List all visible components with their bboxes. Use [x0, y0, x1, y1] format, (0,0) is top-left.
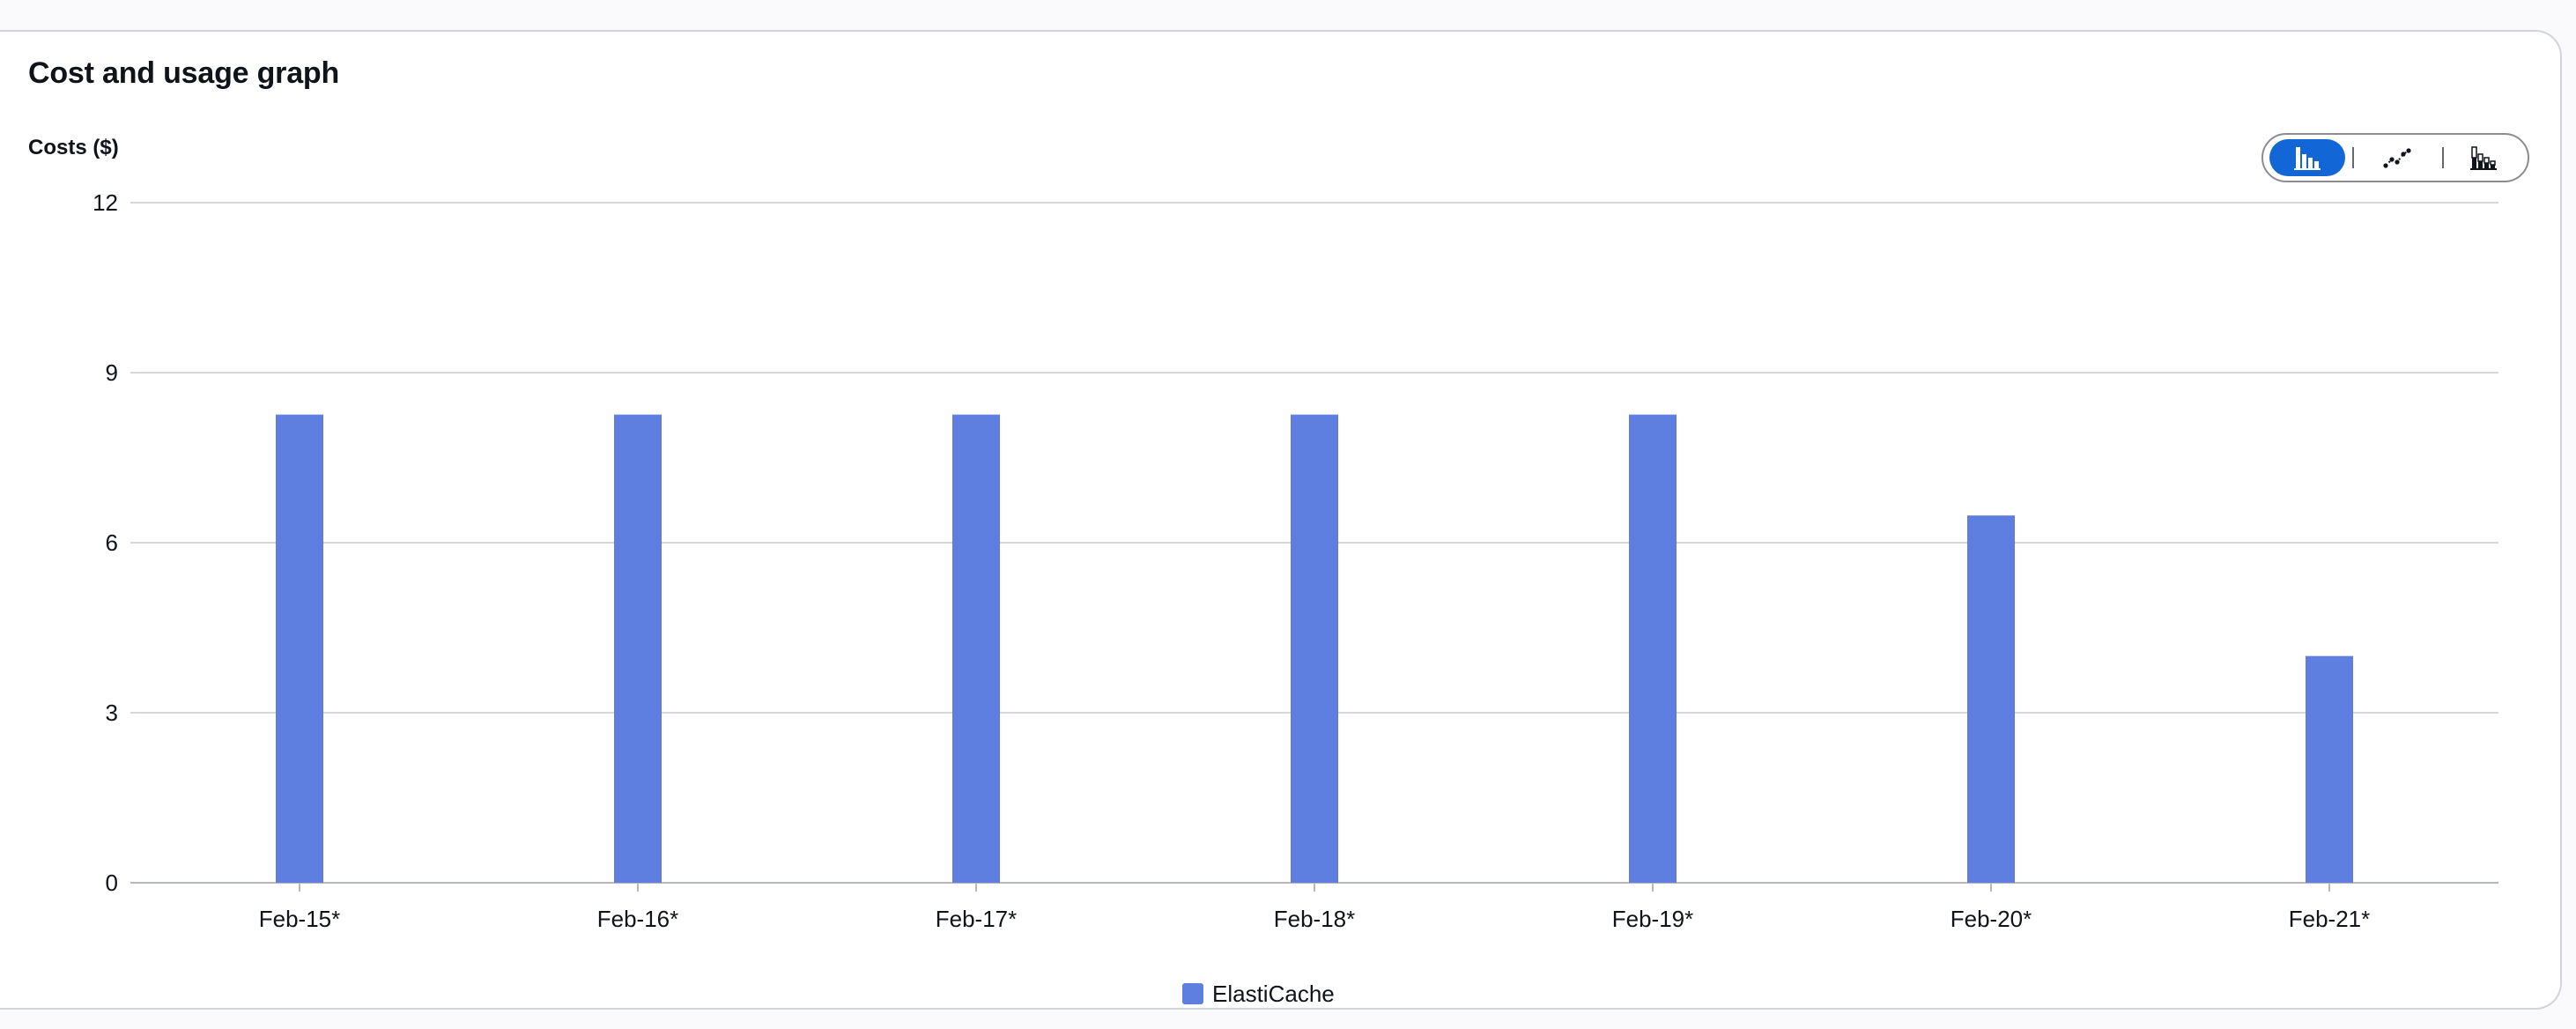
bar	[614, 414, 662, 883]
bar	[2306, 655, 2353, 883]
toggle-divider	[2352, 147, 2354, 168]
stacked-bar-chart-icon	[2470, 146, 2497, 170]
bar	[1629, 414, 1677, 883]
x-tick-label: Feb-16*	[597, 906, 679, 932]
y-tick-label: 0	[106, 870, 118, 896]
legend-label: ElastiCache	[1212, 980, 1335, 1007]
line-chart-button[interactable]	[2359, 139, 2435, 176]
chart-type-toggle	[2261, 133, 2529, 182]
x-tick-label: Feb-20*	[1951, 906, 2032, 932]
cost-usage-card: Cost and usage graph Costs ($)	[0, 30, 2562, 1010]
y-axis-label: Costs ($)	[28, 136, 119, 159]
stacked-bar-chart-button[interactable]	[2446, 139, 2521, 176]
y-tick-label: 6	[106, 529, 118, 556]
bar	[1291, 414, 1338, 883]
y-tick-label: 12	[93, 189, 118, 216]
toggle-divider	[2442, 147, 2444, 168]
y-tick-label: 3	[106, 700, 118, 726]
chart-legend: ElastiCache	[1182, 980, 1335, 1008]
bar	[276, 414, 323, 883]
card-title: Cost and usage graph	[28, 56, 340, 90]
line-chart-icon	[2383, 148, 2411, 168]
bar	[1967, 515, 2015, 883]
bar-chart-button[interactable]	[2269, 139, 2345, 176]
bar-chart-icon	[2294, 147, 2321, 170]
y-tick-label: 9	[106, 359, 118, 386]
bar	[952, 414, 1000, 883]
x-tick-label: Feb-21*	[2289, 906, 2371, 932]
x-tick-label: Feb-18*	[1274, 906, 1356, 932]
x-tick-label: Feb-17*	[936, 906, 1018, 932]
legend-swatch	[1182, 983, 1203, 1004]
x-tick-label: Feb-19*	[1612, 906, 1694, 932]
x-tick-label: Feb-15*	[259, 906, 341, 932]
